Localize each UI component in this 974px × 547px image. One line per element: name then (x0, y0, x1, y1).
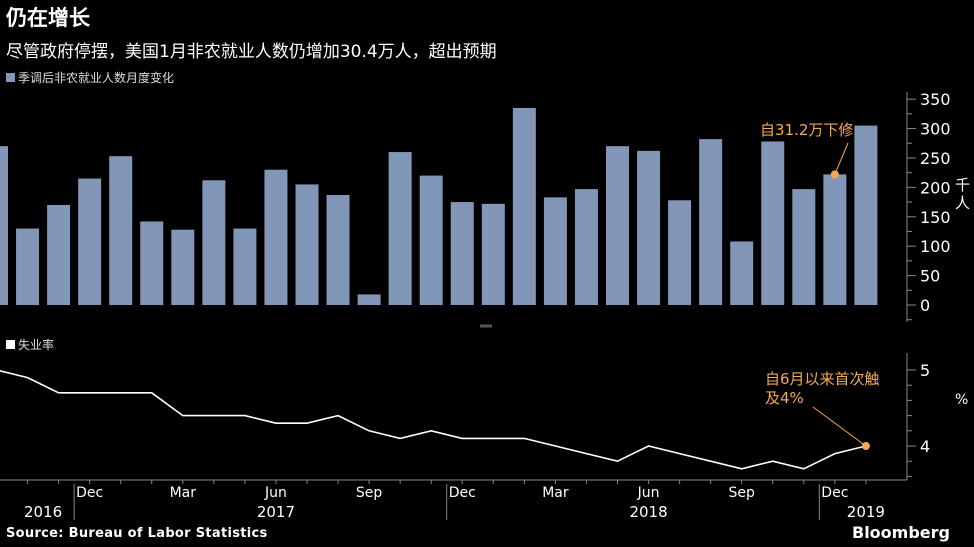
bar (450, 202, 474, 305)
bar (419, 175, 443, 305)
bar-y-label: 人 (955, 194, 970, 212)
bar (357, 294, 381, 305)
bar-tick-label: 0 (920, 296, 930, 315)
x-axis: Dec Mar Jun Sep Dec Mar Jun Sep Dec 2016 2017 2018 2… (0, 479, 907, 521)
x-month-label: Jun (637, 485, 660, 501)
x-month-label: Sep (356, 485, 383, 501)
bar-series (0, 107, 878, 306)
line-y-axis: 4 5% (906, 353, 968, 480)
bar (637, 150, 661, 305)
bar-annotation-leader (834, 142, 849, 175)
line-legend: 失业率 (6, 336, 54, 353)
bar (606, 146, 629, 305)
unemployment-line (0, 370, 867, 470)
bar (543, 197, 567, 305)
x-month-label: Dec (821, 485, 848, 501)
line-y-label: % (955, 392, 968, 408)
chart-title: 仍在增长 (6, 6, 90, 30)
bar (574, 189, 598, 305)
source-note: Source: Bureau of Labor Statistics (6, 526, 268, 541)
bar-tick-label: 100 (920, 237, 951, 256)
bar (78, 178, 102, 305)
x-year-label: 2019 (847, 503, 885, 521)
x-month-label: Dec (449, 485, 476, 501)
bar (481, 203, 505, 305)
x-month-label: Mar (170, 485, 197, 501)
bar (233, 228, 257, 305)
x-year-label: 2017 (257, 503, 295, 521)
bar (171, 229, 195, 305)
x-year-label: 2018 (629, 503, 667, 521)
bar-y-label: 千 (955, 176, 970, 194)
bar (854, 125, 878, 306)
bar (668, 200, 692, 305)
bar-annotation-text: 自31.2万下修 (760, 121, 853, 139)
chart-subtitle: 尽管政府停摆，美国1月非农就业人数仍增加30.4万人，超出预期 (6, 42, 497, 62)
bar-tick-label: 250 (920, 149, 951, 168)
line-annotation-leader (812, 406, 867, 447)
bar (326, 195, 350, 305)
bar-tick-label: 300 (920, 120, 951, 139)
x-month-label: Dec (76, 485, 103, 501)
line-annotation-text: 及4% (765, 389, 804, 407)
line-legend-label: 失业率 (18, 338, 55, 352)
bar-y-axis: 0 50 100 150 200 250 300 350 千人 (480, 90, 970, 328)
bloomberg-logo: Bloomberg (852, 523, 950, 542)
bar (202, 180, 226, 305)
x-month-label: Jun (264, 485, 287, 501)
bar (388, 152, 412, 305)
bar-tick-label: 200 (920, 178, 951, 197)
line-annotation-marker (861, 442, 870, 450)
line-tick-label: 4 (920, 437, 930, 456)
bar (730, 241, 754, 305)
bar (140, 221, 164, 305)
line-tick-label: 5 (920, 361, 930, 380)
line-series (0, 370, 867, 470)
bar (264, 169, 288, 305)
x-month-label: Sep (729, 485, 756, 501)
bar (823, 174, 847, 305)
bar (16, 228, 40, 305)
x-year-label: 2016 (24, 503, 62, 521)
bar-legend-label: 季调后非农就业人数月度变化 (18, 71, 175, 85)
line-legend-swatch (6, 340, 15, 349)
bar (512, 107, 536, 305)
bar (699, 139, 723, 305)
line-annotation-text: 自6月以来首次触 (765, 370, 880, 388)
bar-annotation-marker (830, 170, 839, 179)
bar (0, 146, 8, 305)
bar-tick-label: 150 (920, 208, 951, 227)
bar-legend-swatch (6, 73, 15, 82)
bar-legend: 季调后非农就业人数月度变化 (6, 69, 174, 86)
bar-tick-label: 350 (920, 90, 951, 109)
bar (109, 156, 133, 305)
bar-tick-label: 50 (920, 267, 940, 286)
x-month-label: Mar (542, 485, 569, 501)
bar (792, 189, 816, 305)
bar (761, 141, 785, 305)
bar (295, 184, 319, 305)
bar (47, 205, 71, 305)
